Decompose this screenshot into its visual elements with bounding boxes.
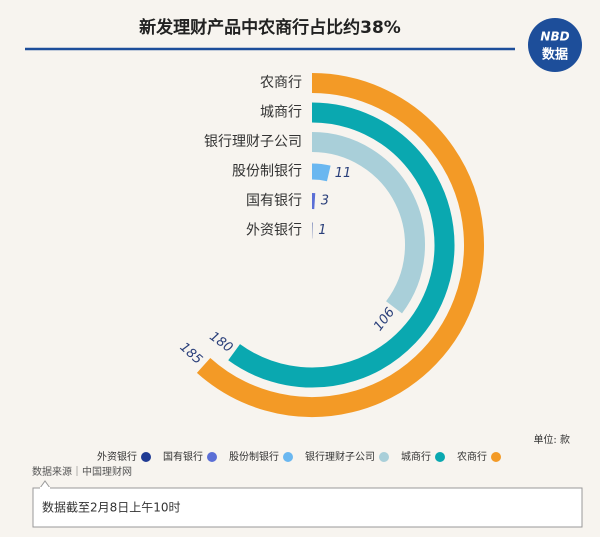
category-label: 外资银行	[246, 223, 302, 239]
legend-swatch	[141, 452, 151, 462]
legend-swatch	[379, 452, 389, 462]
category-label: 农商行	[260, 75, 302, 91]
logo	[528, 18, 582, 72]
legend-label: 城商行	[401, 450, 431, 463]
legend-swatch	[207, 452, 217, 462]
legend-swatch	[435, 452, 445, 462]
bar	[311, 132, 425, 314]
legend-label: 农商行	[457, 450, 487, 463]
legend-label: 股份制银行	[229, 450, 279, 463]
legend-swatch	[491, 452, 501, 462]
note-box	[32, 487, 583, 528]
bar	[311, 163, 331, 182]
note: 数据截至2月8日上午10时	[42, 500, 181, 515]
unit-label: 单位: 款	[533, 433, 570, 446]
bar	[196, 73, 484, 417]
category-label: 城商行	[260, 105, 302, 121]
category-label: 银行理财子公司	[204, 134, 302, 150]
bar	[228, 102, 455, 388]
legend-label: 银行理财子公司	[305, 450, 375, 463]
logo-bottom: 数据	[542, 47, 568, 63]
legend-swatch	[283, 452, 293, 462]
logo-top: NBD	[540, 30, 569, 44]
chart-title: 新发理财产品中农商行占比约38%	[139, 17, 401, 38]
legend-label: 外资银行	[97, 450, 137, 463]
note-notch	[39, 480, 51, 489]
value-label: 3	[321, 194, 329, 209]
value-label: 11	[335, 166, 352, 181]
source: 数据来源｜中国理财网	[32, 465, 132, 478]
category-label: 国有银行	[246, 193, 302, 209]
value-label: 1	[318, 223, 326, 238]
category-label: 股份制银行	[232, 164, 302, 180]
legend-label: 国有银行	[163, 450, 203, 463]
